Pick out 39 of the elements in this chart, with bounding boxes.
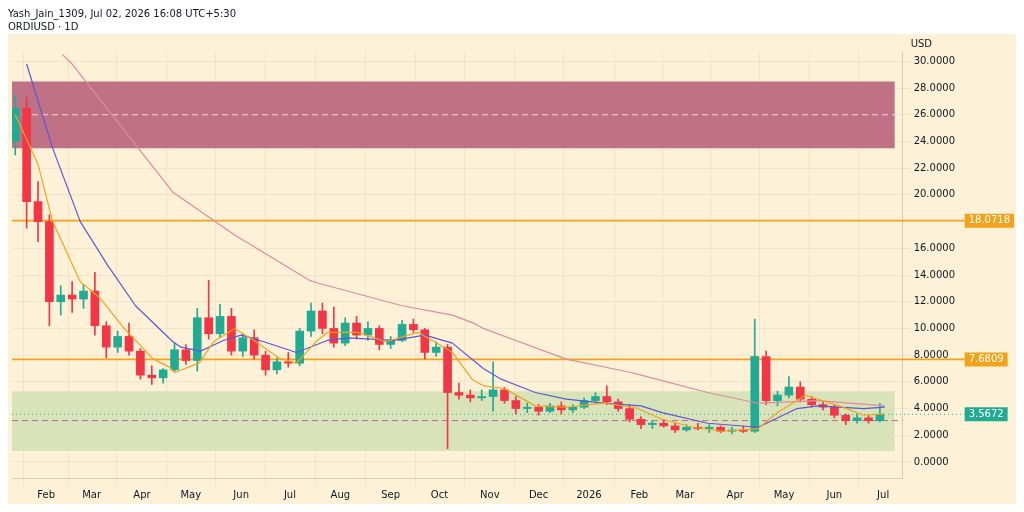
- y-tick-label: 24.0000: [913, 135, 956, 147]
- x-tick-label: May: [180, 488, 202, 500]
- y-tick-label: 4.0000: [913, 402, 949, 414]
- x-tick-label: Aug: [330, 488, 351, 500]
- x-tick-label: Jul: [876, 488, 890, 500]
- x-tick-label: Apr: [133, 488, 152, 500]
- chart-subtitle: ORDIUSD · 1D: [8, 21, 80, 34]
- y-tick-label: 20.0000: [913, 188, 956, 200]
- y-tick-label: 28.0000: [913, 81, 956, 93]
- x-tick-label: Jun: [232, 488, 249, 500]
- x-tick-label: 2026: [576, 488, 602, 500]
- y-axis-title: USD: [910, 37, 933, 49]
- x-tick-label: Oct: [430, 488, 449, 500]
- ref-line-label: 18.0718: [968, 214, 1010, 226]
- x-tick-label: Feb: [37, 488, 55, 500]
- x-tick-label: Dec: [528, 488, 549, 500]
- x-tick-label: Sep: [381, 488, 401, 500]
- ref-line-label: 3.5672: [968, 407, 1004, 419]
- y-tick-label: 8.0000: [913, 348, 949, 360]
- y-tick-label: 12.0000: [913, 295, 956, 307]
- y-tick-label: 14.0000: [913, 268, 956, 280]
- y-tick-label: 10.0000: [913, 322, 956, 334]
- y-tick-label: 16.0000: [913, 241, 956, 253]
- chart-title: Yash_Jain_1309, Jul 02, 2026 16:08 UTC+5:30: [8, 8, 238, 21]
- x-tick-label: Nov: [480, 488, 500, 500]
- x-tick-label: Jul: [282, 488, 296, 500]
- y-tick-label: 6.0000: [913, 375, 949, 387]
- y-tick-label: 22.0000: [913, 161, 956, 173]
- x-tick-label: Apr: [726, 488, 745, 500]
- x-tick-label: Jun: [825, 488, 843, 500]
- x-tick-label: Mar: [675, 488, 696, 500]
- y-tick-label: 2.0000: [913, 428, 949, 440]
- x-tick-label: Feb: [630, 488, 649, 500]
- y-tick-label: 0.0000: [913, 455, 949, 467]
- x-tick-label: May: [773, 488, 795, 500]
- y-tick-label: 26.0000: [913, 108, 956, 120]
- x-tick-label: Mar: [82, 488, 102, 500]
- ref-line-label: 7.6809: [968, 353, 1004, 364]
- y-tick-label: 30.0000: [913, 54, 956, 66]
